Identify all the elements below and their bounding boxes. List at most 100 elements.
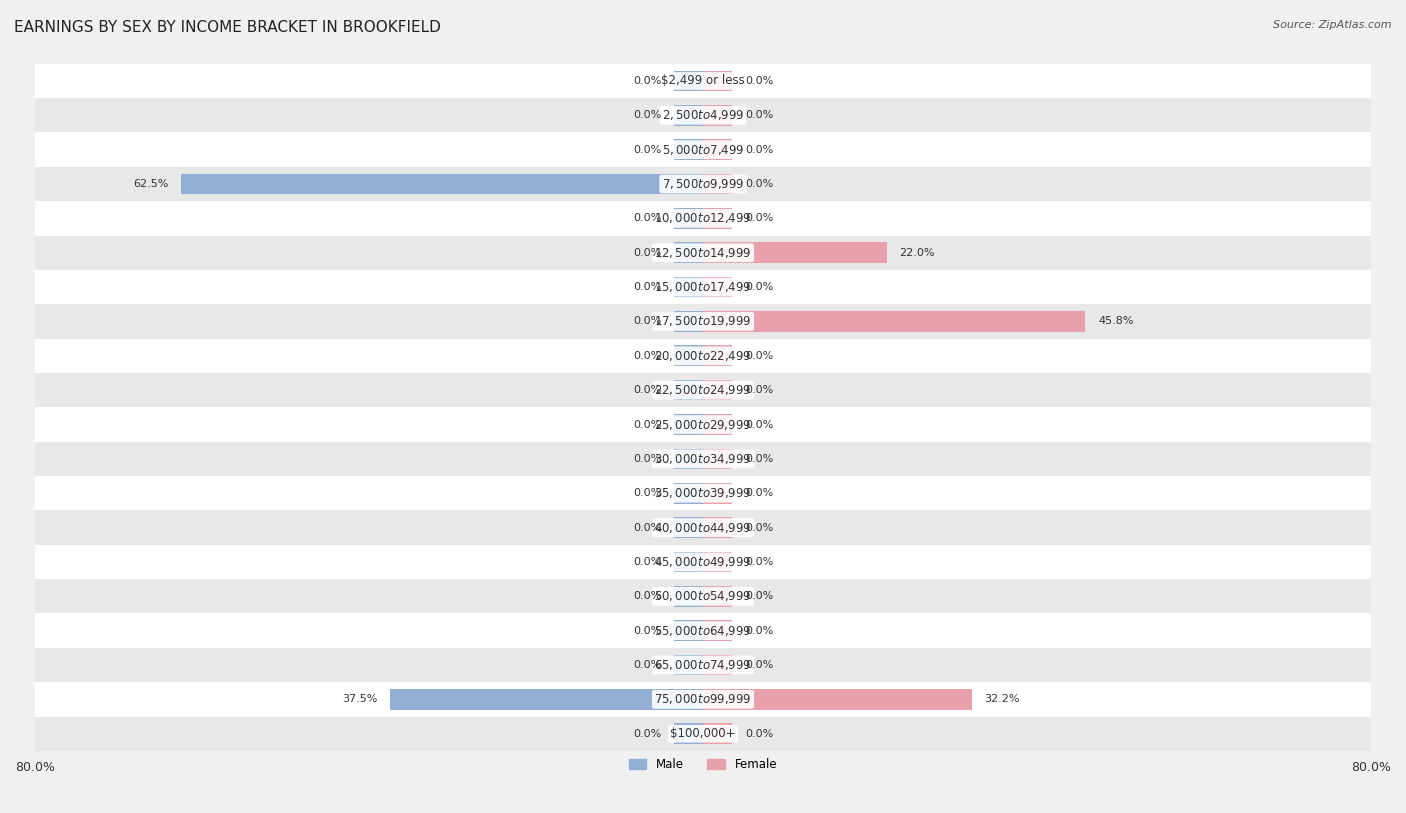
Bar [35, 407, 1371, 441]
Text: $65,000 to $74,999: $65,000 to $74,999 [654, 658, 752, 672]
Bar [673, 552, 703, 572]
Text: 0.0%: 0.0% [745, 523, 773, 533]
Bar [673, 71, 703, 91]
Bar [673, 654, 703, 676]
Bar [35, 545, 1371, 579]
Text: $40,000 to $44,999: $40,000 to $44,999 [654, 520, 752, 535]
Text: 0.0%: 0.0% [633, 282, 661, 292]
Bar [35, 270, 1371, 304]
Bar [703, 552, 733, 572]
Bar [389, 689, 703, 710]
Text: 0.0%: 0.0% [745, 282, 773, 292]
Text: $45,000 to $49,999: $45,000 to $49,999 [654, 555, 752, 569]
Text: 0.0%: 0.0% [745, 591, 773, 602]
Text: 0.0%: 0.0% [633, 728, 661, 739]
Text: 0.0%: 0.0% [633, 523, 661, 533]
Text: $2,500 to $4,999: $2,500 to $4,999 [662, 108, 744, 122]
Bar [35, 236, 1371, 270]
Bar [673, 724, 703, 744]
Bar [703, 105, 733, 126]
Text: 22.0%: 22.0% [900, 248, 935, 258]
Text: $30,000 to $34,999: $30,000 to $34,999 [654, 452, 752, 466]
Bar [673, 276, 703, 298]
Text: $10,000 to $12,499: $10,000 to $12,499 [654, 211, 752, 225]
Text: 0.0%: 0.0% [633, 145, 661, 154]
Bar [703, 654, 733, 676]
Text: 0.0%: 0.0% [633, 350, 661, 361]
Text: $22,500 to $24,999: $22,500 to $24,999 [654, 383, 752, 398]
Bar [35, 98, 1371, 133]
Text: $50,000 to $54,999: $50,000 to $54,999 [654, 589, 752, 603]
Text: 0.0%: 0.0% [745, 213, 773, 224]
Bar [673, 414, 703, 435]
Text: 0.0%: 0.0% [745, 420, 773, 429]
Text: 62.5%: 62.5% [134, 179, 169, 189]
Text: 0.0%: 0.0% [633, 385, 661, 395]
Text: 0.0%: 0.0% [745, 111, 773, 120]
Text: 0.0%: 0.0% [745, 179, 773, 189]
Text: 0.0%: 0.0% [745, 76, 773, 86]
Bar [673, 483, 703, 503]
Text: 0.0%: 0.0% [745, 660, 773, 670]
Text: 0.0%: 0.0% [745, 385, 773, 395]
Bar [35, 648, 1371, 682]
Text: $7,500 to $9,999: $7,500 to $9,999 [662, 177, 744, 191]
Bar [35, 167, 1371, 201]
Bar [35, 614, 1371, 648]
Bar [703, 139, 733, 160]
Text: 0.0%: 0.0% [745, 626, 773, 636]
Bar [35, 579, 1371, 614]
Bar [703, 208, 733, 228]
Text: 0.0%: 0.0% [633, 76, 661, 86]
Bar [703, 380, 733, 401]
Bar [673, 620, 703, 641]
Bar [703, 242, 887, 263]
Text: 0.0%: 0.0% [745, 728, 773, 739]
Bar [35, 133, 1371, 167]
Bar [703, 586, 733, 606]
Text: $12,500 to $14,999: $12,500 to $14,999 [654, 246, 752, 259]
Bar [673, 517, 703, 538]
Text: $17,500 to $19,999: $17,500 to $19,999 [654, 315, 752, 328]
Bar [35, 373, 1371, 407]
Bar [35, 441, 1371, 476]
Text: 0.0%: 0.0% [633, 660, 661, 670]
Text: 0.0%: 0.0% [745, 557, 773, 567]
Bar [35, 716, 1371, 751]
Bar [181, 174, 703, 194]
Bar [673, 311, 703, 332]
Bar [673, 242, 703, 263]
Bar [703, 517, 733, 538]
Bar [673, 449, 703, 469]
Text: 0.0%: 0.0% [633, 111, 661, 120]
Bar [673, 208, 703, 228]
Bar [703, 414, 733, 435]
Bar [703, 483, 733, 503]
Text: $55,000 to $64,999: $55,000 to $64,999 [654, 624, 752, 637]
Bar [703, 449, 733, 469]
Text: 37.5%: 37.5% [342, 694, 377, 704]
Bar [703, 174, 733, 194]
Text: 0.0%: 0.0% [633, 454, 661, 464]
Text: $2,499 or less: $2,499 or less [661, 75, 745, 88]
Bar [703, 346, 733, 366]
Text: 0.0%: 0.0% [633, 489, 661, 498]
Bar [673, 346, 703, 366]
Text: 32.2%: 32.2% [984, 694, 1019, 704]
Text: 0.0%: 0.0% [745, 350, 773, 361]
Text: 0.0%: 0.0% [745, 145, 773, 154]
Legend: Male, Female: Male, Female [624, 754, 782, 776]
Bar [673, 586, 703, 606]
Text: EARNINGS BY SEX BY INCOME BRACKET IN BROOKFIELD: EARNINGS BY SEX BY INCOME BRACKET IN BRO… [14, 20, 441, 35]
Bar [35, 201, 1371, 236]
Text: 0.0%: 0.0% [633, 557, 661, 567]
Text: $75,000 to $99,999: $75,000 to $99,999 [654, 693, 752, 706]
Text: $5,000 to $7,499: $5,000 to $7,499 [662, 142, 744, 157]
Bar [673, 105, 703, 126]
Bar [35, 476, 1371, 511]
Text: 0.0%: 0.0% [633, 248, 661, 258]
Text: $15,000 to $17,499: $15,000 to $17,499 [654, 280, 752, 294]
Text: 0.0%: 0.0% [633, 591, 661, 602]
Text: 0.0%: 0.0% [633, 626, 661, 636]
Bar [35, 339, 1371, 373]
